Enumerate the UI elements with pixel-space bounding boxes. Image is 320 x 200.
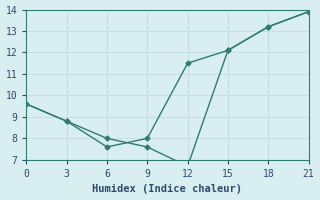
X-axis label: Humidex (Indice chaleur): Humidex (Indice chaleur) — [92, 184, 243, 194]
